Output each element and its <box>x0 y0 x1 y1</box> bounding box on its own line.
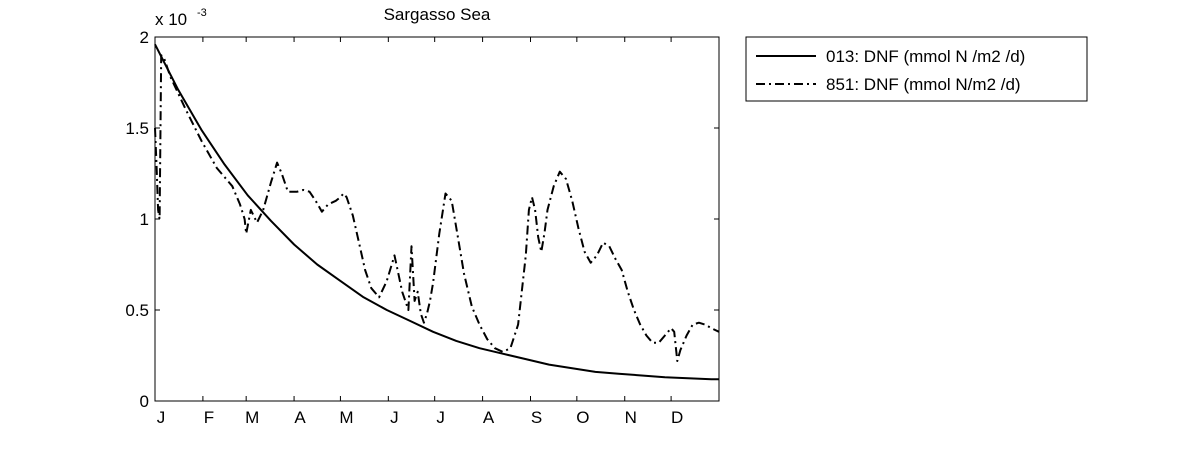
series-line-1 <box>154 54 720 362</box>
series-line-0 <box>154 43 719 381</box>
legend-label-851: 851: DNF (mmol N/m2 /d) <box>826 75 1021 94</box>
plot-area <box>155 37 719 401</box>
legend-box <box>745 36 1088 102</box>
axes-frame <box>154 36 720 402</box>
x-tick-label-7: A <box>483 408 495 427</box>
series-layer <box>154 43 720 381</box>
y-tick-label-3: 1.5 <box>125 119 149 138</box>
x-tick-label-8: S <box>531 408 542 427</box>
y-tick-label-4: 2 <box>140 28 149 47</box>
x-tick-label-2: M <box>245 408 259 427</box>
x-tick-label-0: J <box>157 408 166 427</box>
y-tick-label-0: 0 <box>140 392 149 411</box>
x-tick-label-1: F <box>204 408 214 427</box>
x-tick-label-4: M <box>339 408 353 427</box>
x-tick-label-3: A <box>294 408 306 427</box>
x-tick-label-5: J <box>390 408 399 427</box>
x-tick-label-10: N <box>625 408 637 427</box>
legend: 013: DNF (mmol N /m2 /d) 851: DNF (mmol … <box>745 36 1088 102</box>
x-tick-label-11: D <box>671 408 683 427</box>
y-multiplier-exponent: -3 <box>197 7 207 19</box>
y-tick-label-1: 0.5 <box>125 301 149 320</box>
y-multiplier: x 10 -3 <box>155 7 207 29</box>
x-tick-label-9: O <box>576 408 589 427</box>
tick-layer: J F M A M J J A S O N D 0 0.5 1 1.5 2 <box>125 28 719 427</box>
y-multiplier-base: x 10 <box>155 10 187 29</box>
x-tick-label-6: J <box>436 408 445 427</box>
y-tick-label-2: 1 <box>140 210 149 229</box>
legend-label-013: 013: DNF (mmol N /m2 /d) <box>826 47 1025 66</box>
chart-title: Sargasso Sea <box>384 5 491 24</box>
